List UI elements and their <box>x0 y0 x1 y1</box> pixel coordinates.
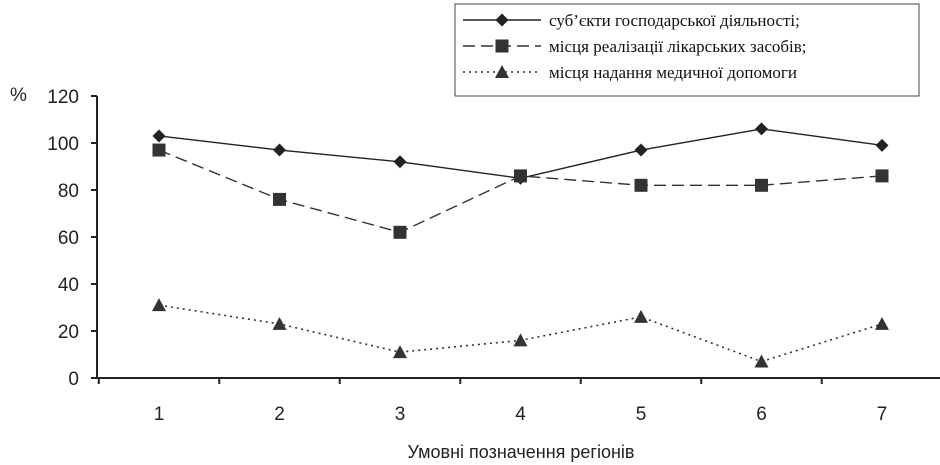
x-tick-label: 2 <box>274 404 285 425</box>
y-tick-label: 0 <box>68 369 79 390</box>
y-tick-label: 20 <box>58 322 79 343</box>
x-tick-label: 5 <box>636 404 647 425</box>
data-point <box>875 138 889 152</box>
data-point <box>273 143 286 157</box>
series-2 <box>152 143 889 239</box>
y-tick-label: 120 <box>47 87 79 108</box>
series-layer <box>152 122 889 368</box>
data-point <box>755 122 768 136</box>
legend-marker <box>495 13 509 27</box>
x-tick-label: 7 <box>877 404 888 425</box>
y-tick-label: 60 <box>58 228 79 249</box>
data-point <box>514 169 527 183</box>
data-point <box>634 309 648 323</box>
legend: суб’єкти господарської діяльності; місця … <box>454 3 920 97</box>
y-tick-label: 80 <box>58 181 79 202</box>
y-tick-label: 40 <box>58 275 79 296</box>
y-axis-label: % <box>10 85 27 106</box>
y-tick-label: 100 <box>47 134 79 155</box>
data-point <box>152 129 166 143</box>
data-point <box>272 316 287 330</box>
data-point <box>875 316 889 330</box>
data-point <box>875 169 889 183</box>
data-point <box>273 192 286 206</box>
data-point <box>634 143 648 157</box>
axes <box>96 96 940 379</box>
x-axis-title: Умовні позначення регіонів <box>408 442 635 462</box>
data-point <box>754 354 769 368</box>
x-tick-label: 6 <box>756 404 767 425</box>
series-3 <box>152 298 889 368</box>
data-point <box>393 345 407 359</box>
x-tick-label: 4 <box>515 404 526 425</box>
legend-label: суб’єкти господарської діяльності; <box>549 11 800 30</box>
legend-label: місця реалізації лікарських засобів; <box>549 37 807 56</box>
y-axis-ticks: 0 20 40 60 80 100 120 <box>47 87 97 390</box>
data-point <box>393 155 407 169</box>
data-point <box>152 143 166 157</box>
data-point <box>152 298 166 312</box>
x-axis-ticks: 1 2 3 4 5 6 7 <box>97 378 888 425</box>
series-line <box>158 149 883 234</box>
data-point <box>634 178 648 192</box>
x-tick-label: 3 <box>395 404 406 425</box>
legend-label: місця надання медичної допомоги <box>549 63 797 82</box>
legend-marker <box>495 65 509 78</box>
data-point <box>393 225 407 239</box>
legend-marker <box>495 39 509 53</box>
data-point <box>755 178 768 192</box>
x-tick-label: 1 <box>154 404 165 425</box>
data-point <box>513 333 528 347</box>
series-line <box>158 304 883 363</box>
